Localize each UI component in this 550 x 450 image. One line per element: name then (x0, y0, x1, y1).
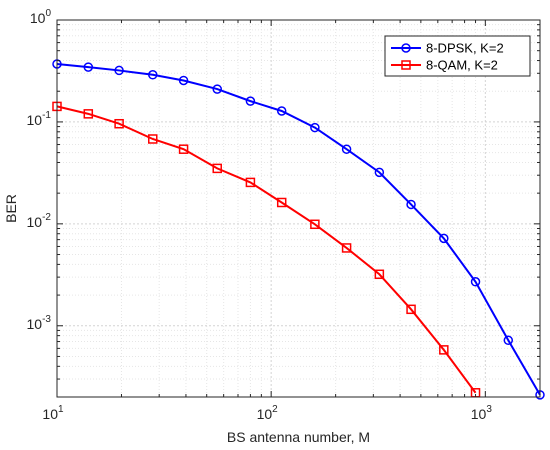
series-line (56, 105, 477, 394)
data-point (341, 144, 352, 154)
data-point (83, 62, 94, 72)
data-point (503, 335, 514, 346)
data-point (148, 134, 158, 144)
data-point (245, 96, 256, 106)
data-point (406, 199, 416, 210)
legend-item: 8-DPSK, K=2 (391, 41, 504, 56)
series-1 (52, 59, 545, 400)
data-point (439, 233, 449, 244)
y-axis-label: BER (3, 194, 19, 223)
data-point (439, 345, 449, 355)
series-layer (52, 59, 545, 400)
data-point (310, 122, 320, 133)
plot-area (57, 20, 540, 397)
y-tick-label: 10-3 (27, 314, 52, 332)
y-tick-label: 100 (30, 8, 52, 26)
data-point (178, 144, 189, 154)
data-point (310, 219, 320, 230)
data-point (401, 60, 411, 70)
legend-label: 8-QAM, K=2 (426, 58, 498, 73)
y-tick-label: 10-2 (27, 212, 52, 230)
data-point (83, 109, 94, 119)
series-line (56, 63, 541, 396)
data-point (401, 43, 411, 53)
data-point (212, 84, 222, 94)
data-point (470, 277, 481, 287)
data-point (178, 75, 189, 86)
data-point (114, 65, 124, 76)
plot-frame (56, 19, 541, 398)
legend-label: 8-DPSK, K=2 (426, 41, 504, 56)
data-point (245, 177, 256, 188)
y-tick-label: 10-1 (27, 110, 52, 128)
data-point (374, 269, 385, 280)
legend: 8-DPSK, K=2 8-QAM, K=2 (384, 35, 531, 77)
x-tick-label: 102 (257, 404, 279, 422)
data-point (341, 243, 352, 253)
x-tick-label: 101 (42, 404, 64, 422)
data-point (212, 163, 222, 174)
data-point (276, 197, 287, 208)
x-axis-label: BS antenna number, M (227, 429, 370, 445)
data-point (148, 70, 158, 80)
tick-marks (56, 19, 540, 398)
legend-item: 8-QAM, K=2 (391, 58, 498, 73)
series-2 (52, 101, 481, 398)
data-point (114, 118, 124, 129)
tick-labels: 101 102 103 100 10-1 10-2 10-3 (27, 8, 493, 422)
data-point (406, 304, 416, 315)
data-point (276, 106, 287, 116)
x-tick-label: 103 (471, 404, 493, 422)
data-point (374, 167, 385, 178)
grid (56, 19, 540, 398)
